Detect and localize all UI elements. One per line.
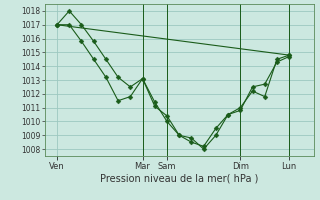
X-axis label: Pression niveau de la mer( hPa ): Pression niveau de la mer( hPa )	[100, 173, 258, 183]
